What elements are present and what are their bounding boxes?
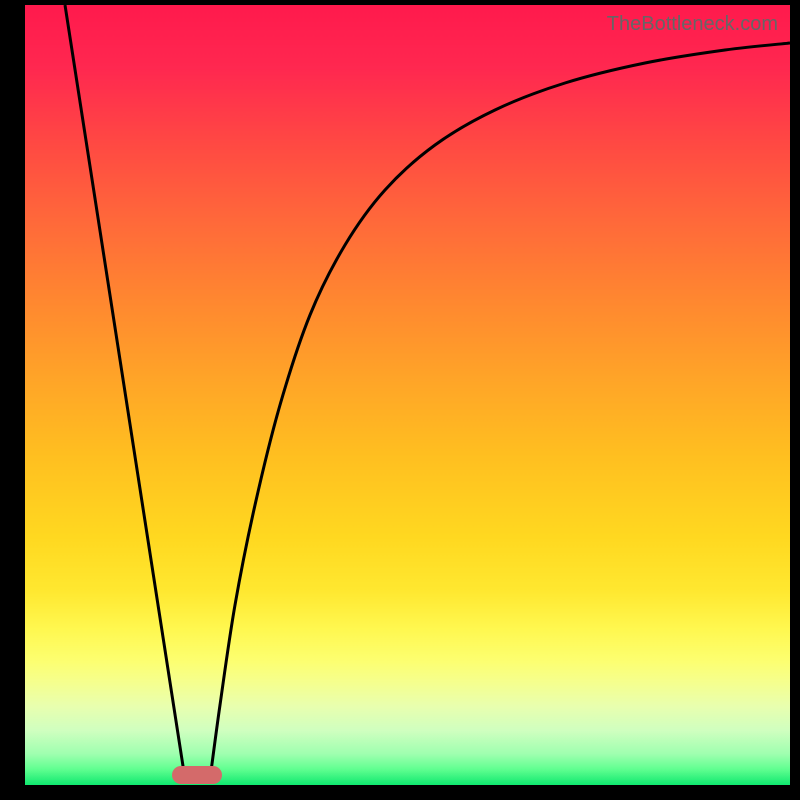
right-curve-path	[210, 43, 790, 779]
optimal-marker	[172, 766, 222, 784]
watermark-label: TheBottleneck.com	[607, 13, 778, 35]
left-curve-line	[65, 5, 185, 779]
curve-overlay	[25, 5, 790, 785]
watermark-text: TheBottleneck.com	[607, 13, 778, 36]
chart-container: TheBottleneck.com	[0, 0, 800, 800]
plot-area: TheBottleneck.com	[25, 5, 790, 785]
